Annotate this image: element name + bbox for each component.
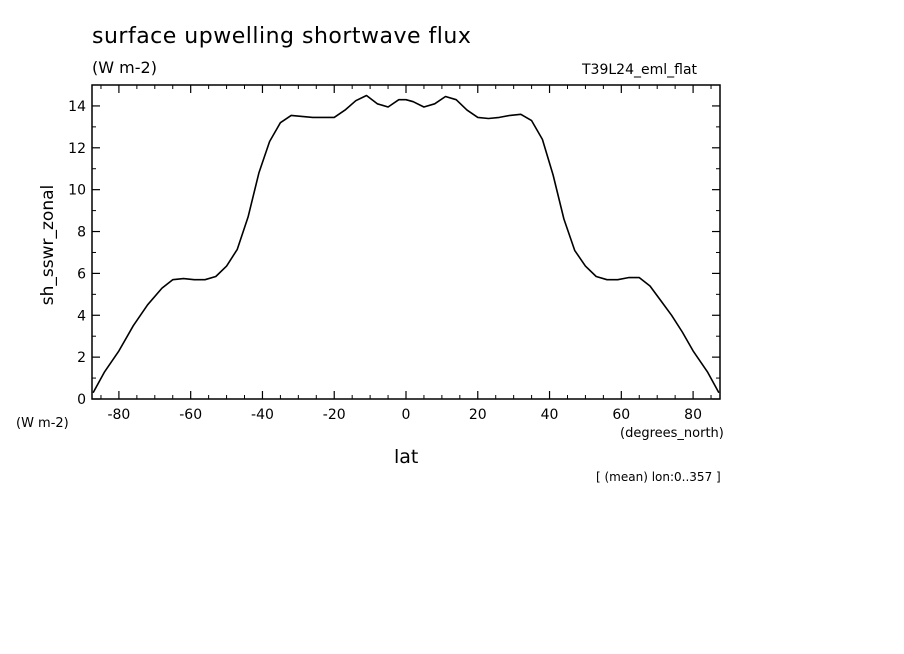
averaging-note: [ (mean) lon:0..357 ] xyxy=(596,470,721,484)
x-tick-label: -40 xyxy=(251,407,274,423)
y-tick-label: 12 xyxy=(68,141,86,157)
y-tick-label: 4 xyxy=(77,308,86,324)
series-line xyxy=(92,94,720,394)
y-tick-label: 10 xyxy=(68,183,86,199)
x-tick-label: -60 xyxy=(179,407,202,423)
plot-frame xyxy=(91,84,721,400)
y-axis-units: (W m-2) xyxy=(16,416,69,431)
x-axis-units: (degrees_north) xyxy=(620,426,724,441)
x-tick-label: 80 xyxy=(684,407,702,423)
x-tick-label: 20 xyxy=(469,407,487,423)
x-tick-label: 40 xyxy=(541,407,559,423)
chart-units-label: (W m-2) xyxy=(92,58,157,77)
y-tick-label: 8 xyxy=(77,225,86,241)
y-tick-label: 6 xyxy=(77,266,86,282)
x-tick-label: 60 xyxy=(612,407,630,423)
run-label: T39L24_eml_flat xyxy=(582,62,698,78)
y-tick-label: 14 xyxy=(68,99,86,115)
chart-title: surface upwelling shortwave flux xyxy=(92,24,472,49)
x-tick-label: -20 xyxy=(323,407,346,423)
x-tick-label: 0 xyxy=(402,407,411,423)
x-tick-label: -80 xyxy=(107,407,130,423)
y-tick-label: 2 xyxy=(77,350,86,366)
y-tick-label: 0 xyxy=(77,392,86,408)
x-axis-label: lat xyxy=(394,446,419,468)
